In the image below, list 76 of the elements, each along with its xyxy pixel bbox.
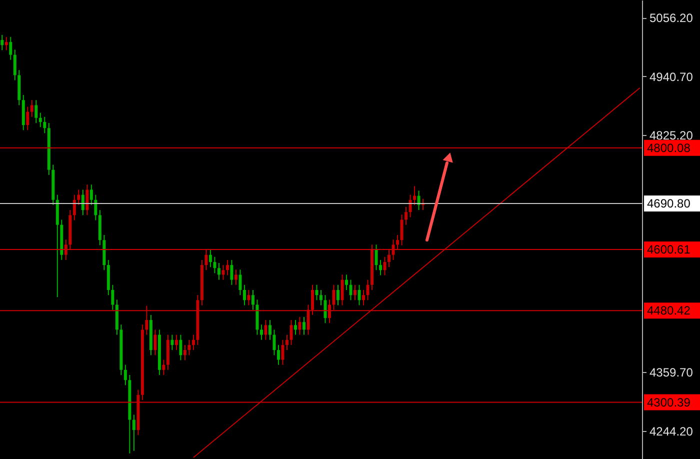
candlestick — [34, 100, 38, 124]
y-tick-label: 4359.70 — [650, 366, 694, 380]
candlestick — [260, 324, 263, 340]
candlestick — [43, 116, 46, 134]
y-tick-label: 4244.20 — [650, 424, 694, 438]
candlestick — [358, 284, 361, 306]
candlestick — [174, 334, 178, 351]
candlestick — [268, 320, 272, 340]
y-tick-label: 4825.20 — [650, 128, 694, 143]
candlestick — [13, 49, 16, 81]
candlestick — [192, 334, 195, 351]
candlestick — [281, 339, 284, 366]
candlestick — [179, 334, 182, 361]
candlestick — [290, 320, 293, 346]
candlestick — [230, 259, 234, 286]
candlestick — [413, 186, 416, 206]
candlestick — [154, 329, 157, 356]
candlestick — [302, 316, 306, 336]
candlestick — [362, 289, 366, 306]
candlestick — [366, 279, 370, 301]
candlestick — [217, 262, 220, 280]
candlestick — [124, 364, 127, 386]
candlestick — [276, 344, 280, 366]
candlestick — [162, 359, 166, 376]
candlestick — [72, 194, 76, 221]
candlestick — [298, 316, 302, 336]
candlestick — [242, 284, 246, 306]
candlestick — [285, 334, 288, 351]
candlestick — [336, 284, 340, 306]
y-tick-label: 4940.70 — [650, 70, 694, 84]
candlestick — [294, 320, 297, 336]
candlestick — [320, 289, 322, 306]
candlestick — [354, 284, 357, 301]
candlestick — [183, 344, 186, 361]
candlestick — [383, 256, 386, 276]
candlestick — [111, 284, 114, 310]
candlestick — [324, 294, 327, 324]
candlestick — [374, 244, 378, 271]
candlestick — [4, 36, 8, 51]
candlestick — [251, 289, 254, 310]
candlestick — [86, 184, 89, 216]
candlestick — [188, 339, 191, 356]
candlestick — [9, 36, 12, 60]
candlestick — [379, 259, 382, 276]
candlestick — [213, 256, 216, 274]
candlestick — [272, 329, 276, 356]
ref-line-label: 4800.08 — [647, 140, 691, 155]
candlestick — [222, 264, 225, 280]
candlestick — [234, 269, 238, 286]
candlestick — [400, 214, 404, 246]
candlestick — [0, 34, 4, 51]
candlestick — [94, 194, 98, 221]
candlestick — [247, 289, 250, 306]
y-tick-label: 5056.20 — [650, 11, 694, 26]
ref-line-label: 4300.39 — [647, 395, 691, 410]
candlestick — [238, 269, 242, 296]
ref-line-label: 4690.80 — [647, 196, 691, 211]
candlestick — [170, 334, 174, 351]
candlestick — [408, 194, 412, 218]
candlestick — [226, 259, 229, 276]
candlestick — [90, 184, 93, 206]
candlestick — [38, 112, 42, 128]
ref-line-label: 4480.42 — [647, 304, 691, 318]
candlestick — [81, 189, 84, 216]
candlestick — [345, 274, 348, 290]
candlestick — [30, 100, 34, 118]
candlestick — [349, 279, 352, 301]
ref-line-label: 4600.61 — [647, 242, 691, 256]
candlestick — [132, 414, 136, 452]
candlestick — [77, 189, 80, 206]
candlestick — [315, 284, 318, 301]
candlestick — [404, 206, 408, 226]
candlestick — [208, 249, 212, 268]
candlestick — [340, 274, 344, 306]
candlestick — [264, 320, 268, 340]
candlestick — [26, 106, 30, 131]
